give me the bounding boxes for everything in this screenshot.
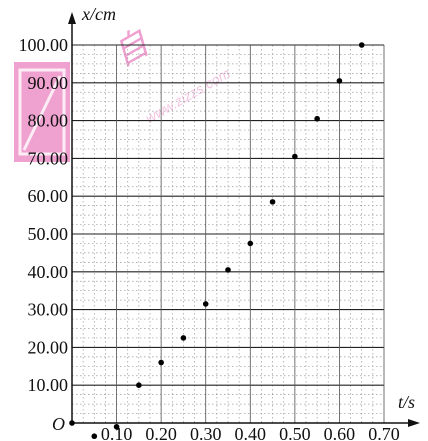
x-tick-label: 0.70 <box>368 424 400 441</box>
data-point <box>269 199 276 205</box>
x-tick-label: 0.60 <box>324 424 356 441</box>
y-tick-label: 80.00 <box>28 111 69 131</box>
data-point <box>69 420 75 426</box>
data-point <box>202 301 209 307</box>
data-points <box>69 42 365 440</box>
data-point <box>158 359 164 366</box>
y-tick-label: 40.00 <box>28 262 69 282</box>
axes <box>68 12 420 427</box>
data-point <box>358 42 365 48</box>
y-tick-label: 30.00 <box>28 300 69 320</box>
data-point <box>336 78 343 84</box>
y-tick-label: 10.00 <box>28 375 69 395</box>
y-tick-labels: 10.00 20.00 30.00 40.00 50.00 60.00 70.00 80.00… <box>19 35 69 395</box>
x-tick-label: 0.50 <box>279 424 311 441</box>
origin-label: O <box>52 414 65 434</box>
x-tick-label: 0.30 <box>190 424 222 441</box>
y-tick-label: 50.00 <box>28 224 69 244</box>
data-point <box>292 153 298 160</box>
x-tick-label: 0.40 <box>235 424 267 441</box>
y-axis-label: x/cm <box>81 4 116 24</box>
data-point <box>180 335 187 341</box>
x-tick-labels: 0.10 0.20 0.30 0.40 0.50 0.60 0.70 <box>101 424 400 441</box>
x-axis-label: t/s <box>398 392 415 412</box>
watermark-text: www.zizzs.com <box>143 65 233 126</box>
y-axis-arrow <box>68 12 76 24</box>
y-tick-label: 70.00 <box>28 148 69 168</box>
data-point <box>225 267 231 273</box>
data-point <box>247 240 254 247</box>
x-axis-arrow <box>408 419 420 427</box>
y-tick-label: 100.00 <box>19 35 69 55</box>
y-tick-label: 90.00 <box>28 73 69 93</box>
x-tick-label: 0.10 <box>101 424 133 441</box>
watermark-logo-glyph: 自 <box>107 24 156 74</box>
data-point <box>136 382 142 389</box>
y-tick-label: 20.00 <box>28 337 69 357</box>
data-point <box>113 423 120 430</box>
x-tick-label: 0.20 <box>145 424 177 441</box>
data-point <box>314 115 320 122</box>
data-point <box>91 433 98 440</box>
y-tick-label: 60.00 <box>28 186 69 206</box>
